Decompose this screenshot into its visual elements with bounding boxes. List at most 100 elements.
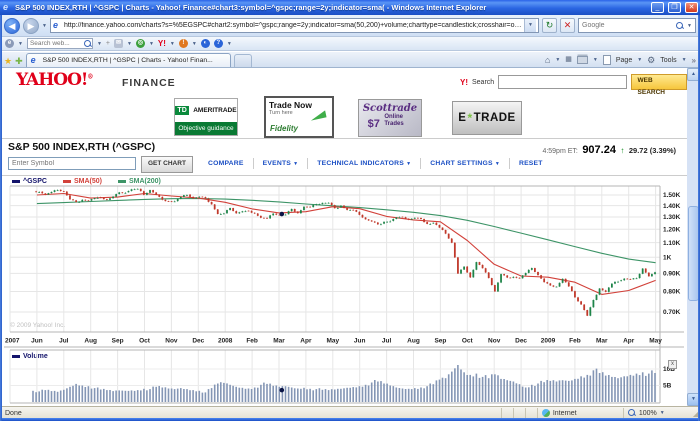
yahoo-finance-logo[interactable]: YAHOO!® <box>16 70 93 90</box>
add-tab-icon[interactable]: + <box>105 40 110 47</box>
web-search-button[interactable]: WEB SEARCH <box>630 74 687 96</box>
technical-indicators-menu[interactable]: TECHNICAL INDICATORS ▼ <box>317 160 412 167</box>
page-dropdown-icon[interactable]: ▼ <box>637 57 643 63</box>
toolbar-logo-dropdown-icon[interactable]: ▼ <box>18 40 23 47</box>
toolbar-separator <box>508 158 510 169</box>
finance-wordmark[interactable]: FINANCE <box>122 77 176 89</box>
yahoo-dropdown-icon[interactable]: ▼ <box>169 40 175 47</box>
print-dropdown-icon[interactable]: ▼ <box>592 57 598 63</box>
toolbar-separator <box>420 158 422 169</box>
tools-gear-icon[interactable]: ⚙ <box>647 55 656 65</box>
history-dropdown-icon[interactable]: ▼ <box>42 22 47 29</box>
page-menu[interactable]: Page <box>615 56 633 64</box>
ad-scottrade-brand: Scottrade <box>362 103 418 114</box>
refresh-button[interactable]: ↻ <box>542 18 557 33</box>
tab-title: S&P 500 INDEX,RTH | ^GSPC | Charts - Yah… <box>42 57 213 64</box>
url-dropdown-icon[interactable]: ▼ <box>524 19 536 32</box>
yahoo-icon[interactable]: Y! <box>157 39 166 48</box>
mail-icon[interactable]: ✉ <box>114 39 123 48</box>
toolbar-logo-icon[interactable]: e <box>5 39 14 48</box>
bullseye-dropdown-icon[interactable]: ▼ <box>148 40 154 47</box>
mail-dropdown-icon[interactable]: ▼ <box>127 40 132 47</box>
tools-dropdown-icon[interactable]: ▼ <box>681 57 687 63</box>
restore-button[interactable]: ❐ <box>668 2 681 13</box>
url-field[interactable]: e http://finance.yahoo.com/charts?s=%5EG… <box>49 18 539 33</box>
close-button[interactable]: ✕ <box>685 2 698 13</box>
quote-change: 29.72 (3.39%) <box>628 146 676 155</box>
legend-volume: Volume <box>12 353 48 360</box>
y-bang-icon: Y! <box>460 77 468 87</box>
favorites-star-icon[interactable]: ★ <box>4 56 13 66</box>
get-chart-button[interactable]: GET CHART <box>141 156 193 173</box>
ad-scottrade-sub: Online Trades <box>384 114 404 127</box>
toolbar-search-icon[interactable] <box>83 39 92 48</box>
search-icon[interactable] <box>676 21 684 30</box>
page-icon[interactable] <box>602 55 611 65</box>
print-icon[interactable] <box>576 56 588 64</box>
site-search: Y! Search WEB SEARCH <box>460 74 687 96</box>
new-tab-button[interactable] <box>233 54 252 67</box>
gspc-swatch-icon <box>12 180 20 183</box>
td-logo-icon: TD <box>175 106 189 115</box>
volume-legend: Volume <box>12 353 48 360</box>
status-cell <box>512 408 525 418</box>
help-dropdown-icon[interactable]: ▼ <box>226 40 232 47</box>
window-bottom-border <box>0 418 700 421</box>
tools-menu[interactable]: Tools <box>660 56 677 64</box>
compare-link[interactable]: COMPARE <box>208 160 244 167</box>
zoom-control[interactable]: 100% ▼ <box>622 408 693 418</box>
quote-time: 4:59pm ET: <box>542 148 578 155</box>
answers-dropdown-icon[interactable]: ▼ <box>191 40 197 47</box>
back-button[interactable]: ◀ <box>4 17 20 34</box>
chevron-more-icon[interactable]: » <box>691 55 696 65</box>
help-icon[interactable]: ? <box>213 39 223 48</box>
ad-etrade[interactable]: E * TRADE <box>452 101 522 135</box>
active-tab[interactable]: e S&P 500 INDEX,RTH | ^GSPC | Charts - Y… <box>25 53 231 67</box>
ie-logo-icon: e <box>3 2 9 12</box>
chevron-down-icon: ▼ <box>293 161 299 167</box>
chart-settings-menu[interactable]: CHART SETTINGS ▼ <box>430 160 500 167</box>
etrade-star-icon: * <box>467 111 473 125</box>
bullseye-icon[interactable]: ◎ <box>135 39 145 48</box>
toolbar-search-input[interactable] <box>27 40 84 47</box>
home-dropdown-icon[interactable]: ▼ <box>555 57 561 63</box>
symbol-input[interactable] <box>8 157 136 170</box>
toolbar-separator <box>307 158 309 169</box>
browser-search-input[interactable] <box>579 22 677 29</box>
reset-link[interactable]: RESET <box>518 160 543 167</box>
stop-button[interactable]: ✕ <box>560 18 575 33</box>
page-content: YAHOO!® FINANCE Y! Search WEB SEARCH TD … <box>0 68 687 406</box>
ad-fidelity[interactable]: Trade Now Turn here Fidelity <box>264 96 334 138</box>
chevron-down-icon: ▼ <box>494 161 500 167</box>
toolbar-search-dropdown-icon[interactable]: ▼ <box>96 40 102 47</box>
url-text: http://finance.yahoo.com/charts?s=%5EGSP… <box>63 22 522 29</box>
internet-zone-icon <box>541 409 550 417</box>
ad-scottrade[interactable]: Scottrade $7 Online Trades <box>358 99 422 137</box>
toolbar-search-box[interactable] <box>26 38 93 49</box>
resize-grip[interactable]: ◢ <box>692 408 699 418</box>
search-dropdown-icon[interactable]: ▼ <box>687 22 692 29</box>
globe-icon[interactable]: ◐ <box>200 39 210 48</box>
zoom-dropdown-icon[interactable]: ▼ <box>659 410 665 416</box>
ad-fidelity-brand: Fidelity <box>270 124 299 133</box>
chevron-down-icon: ▼ <box>406 161 412 167</box>
events-menu[interactable]: EVENTS ▼ <box>262 160 299 167</box>
answers-icon[interactable]: ! <box>178 39 188 48</box>
ad-scottrade-price: $7 <box>367 118 380 130</box>
ad-fidelity-sub: Turn here <box>269 110 293 116</box>
forward-button[interactable]: ▶ <box>23 17 39 34</box>
address-bar: ◀ ▶ ▼ e http://finance.yahoo.com/charts?… <box>0 15 700 37</box>
home-icon[interactable]: ⌂ <box>544 55 551 65</box>
feeds-icon[interactable]: ▦ <box>565 56 572 63</box>
security-zone: Internet <box>536 408 623 418</box>
title-bar: e S&P 500 INDEX,RTH | ^GSPC | Charts - Y… <box>0 0 700 15</box>
minimize-button[interactable]: _ <box>651 2 664 13</box>
chart-toolbar: GET CHART COMPARE EVENTS ▼ TECHNICAL IND… <box>0 154 687 176</box>
ad-td-ameritrade[interactable]: TD AMERITRADE Objective guidance <box>174 98 238 136</box>
close-volume-button[interactable]: x <box>668 360 677 369</box>
vertical-scrollbar[interactable]: ▲ ▼ <box>687 68 700 406</box>
browser-search-box[interactable]: ▼ <box>578 18 696 33</box>
site-search-input[interactable] <box>498 75 627 89</box>
zoom-icon <box>627 409 636 417</box>
add-favorite-icon[interactable]: ✚ <box>15 56 23 66</box>
